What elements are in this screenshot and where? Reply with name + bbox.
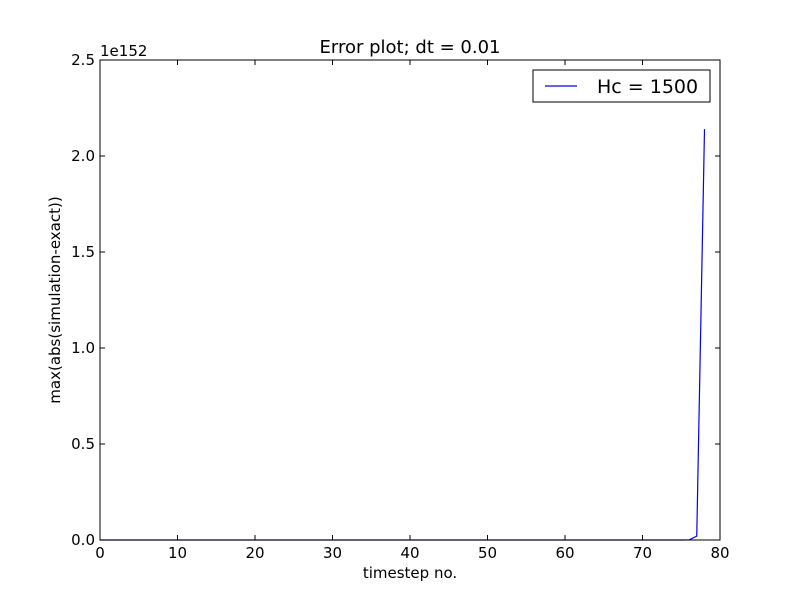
- x-tick-label: 40: [400, 544, 419, 562]
- y-tick-label: 2.5: [71, 51, 95, 69]
- x-tick-label: 10: [168, 544, 187, 562]
- y-tick-label: 1.5: [71, 243, 95, 261]
- y-tick-label: 0.0: [71, 531, 95, 549]
- x-tick-label: 60: [555, 544, 574, 562]
- x-tick-label: 80: [710, 544, 729, 562]
- x-tick-label: 20: [245, 544, 264, 562]
- y-tick-label: 1.0: [71, 339, 95, 357]
- x-tick-label: 50: [478, 544, 497, 562]
- legend: Hc = 1500: [532, 69, 711, 103]
- y-axis-label: max(abs(simulation-exact)): [46, 196, 64, 403]
- x-tick-label: 70: [633, 544, 652, 562]
- y-offset-label: 1e152: [100, 42, 147, 60]
- legend-label-hc-1500: Hc = 1500: [597, 76, 698, 98]
- y-tick-label: 2.0: [71, 147, 95, 165]
- x-tick-label: 0: [95, 544, 105, 562]
- chart-title: Error plot; dt = 0.01: [320, 37, 501, 58]
- x-axis-label: timestep no.: [363, 564, 457, 582]
- axis-ticks: 0 10 20 30 40 50 60 70 80 0.0 0.5 1.0 1.5 2.0 2.5: [71, 51, 729, 562]
- y-tick-label: 0.5: [71, 435, 95, 453]
- plot-frame: [99, 59, 721, 541]
- x-tick-label: 30: [323, 544, 342, 562]
